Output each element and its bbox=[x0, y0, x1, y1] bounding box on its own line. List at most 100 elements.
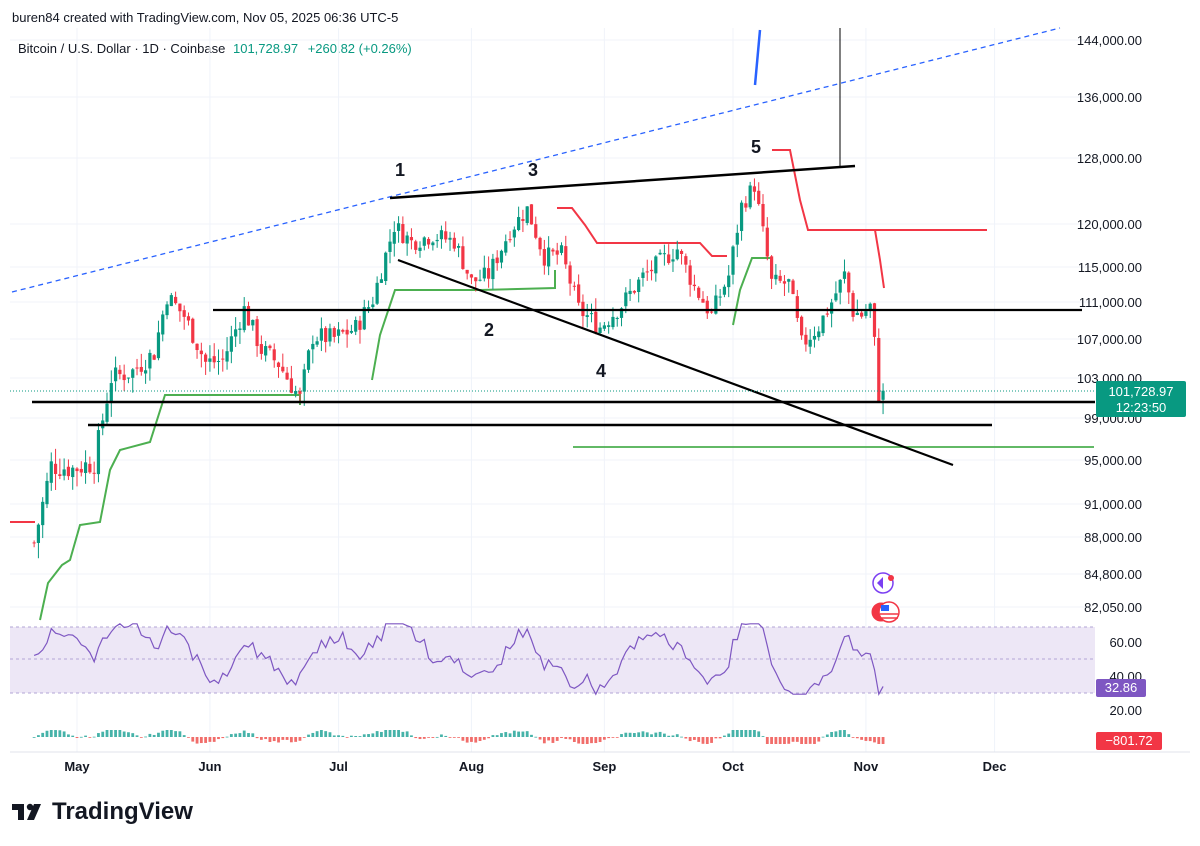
macd-bar bbox=[204, 737, 208, 743]
candle-body bbox=[757, 190, 761, 205]
macd-bar bbox=[264, 737, 268, 740]
macd-bar bbox=[474, 737, 478, 743]
symbol-legend[interactable]: Bitcoin / U.S. Dollar · 1D · Coinbase 10… bbox=[18, 41, 412, 56]
macd-bar bbox=[667, 735, 671, 737]
candle bbox=[529, 204, 534, 225]
candle-body bbox=[705, 300, 709, 314]
macd-bar bbox=[397, 730, 400, 737]
candle bbox=[688, 259, 692, 297]
candle bbox=[645, 259, 649, 281]
macd-bar bbox=[294, 737, 298, 742]
candle-body bbox=[654, 256, 658, 274]
candle bbox=[452, 232, 456, 252]
candle-body bbox=[456, 246, 461, 248]
macd-bar bbox=[843, 730, 846, 737]
supertrend-up-segment bbox=[371, 270, 556, 381]
candle bbox=[354, 316, 358, 336]
candle bbox=[229, 325, 233, 364]
candle bbox=[731, 245, 735, 285]
macd-bar bbox=[723, 735, 726, 737]
macd-bar bbox=[268, 737, 272, 742]
macd-bar bbox=[302, 737, 306, 738]
candle-body bbox=[499, 250, 504, 263]
macd-bar bbox=[834, 731, 838, 737]
candle-body bbox=[624, 292, 628, 307]
candle bbox=[607, 321, 611, 334]
candle-body bbox=[589, 313, 594, 315]
candle-body bbox=[268, 345, 272, 349]
candle-body bbox=[881, 390, 885, 400]
candle-body bbox=[272, 349, 276, 361]
candle-body bbox=[388, 241, 392, 252]
candle-body bbox=[396, 223, 401, 231]
candle-body bbox=[559, 245, 564, 253]
candle bbox=[131, 368, 135, 393]
macd-bar bbox=[560, 737, 563, 738]
macd-bar bbox=[607, 737, 611, 739]
macd-bar bbox=[705, 737, 709, 744]
candle-body bbox=[289, 378, 293, 393]
candle bbox=[328, 323, 332, 347]
candle bbox=[624, 287, 628, 314]
candlestick-series bbox=[32, 178, 885, 559]
candle bbox=[834, 281, 838, 302]
candle-body bbox=[675, 249, 679, 260]
macd-bar bbox=[345, 737, 349, 738]
macd-bar bbox=[92, 736, 96, 738]
month-tick-label: Jul bbox=[329, 759, 348, 774]
chart-drawings: 1 2 3 4 5 bbox=[10, 27, 1095, 467]
candle-body bbox=[847, 272, 851, 293]
candle-body bbox=[671, 259, 675, 262]
macd-bar bbox=[135, 735, 139, 737]
candle bbox=[752, 178, 757, 201]
macd-bar bbox=[482, 737, 486, 740]
macd-bar bbox=[572, 737, 576, 742]
candle bbox=[641, 267, 645, 287]
candle bbox=[118, 365, 122, 380]
candle bbox=[234, 317, 238, 347]
candle-body bbox=[32, 542, 36, 544]
macd-bar bbox=[242, 730, 246, 737]
candle bbox=[727, 265, 731, 298]
candle bbox=[324, 326, 328, 353]
macd-bar bbox=[277, 737, 280, 743]
candle bbox=[538, 236, 542, 256]
macd-bar bbox=[800, 737, 804, 744]
macd-bar bbox=[101, 731, 105, 737]
macd-bar bbox=[414, 737, 418, 739]
candle-body bbox=[469, 274, 474, 278]
macd-bar bbox=[748, 730, 752, 737]
candle bbox=[512, 226, 516, 247]
candle bbox=[804, 327, 808, 352]
macd-bar bbox=[530, 734, 533, 737]
candle bbox=[825, 307, 829, 318]
candle-body bbox=[495, 257, 499, 264]
candle bbox=[139, 353, 143, 376]
candle bbox=[216, 349, 221, 375]
macd-bar bbox=[727, 733, 731, 737]
macd-bar bbox=[358, 736, 362, 737]
macd-bar bbox=[79, 736, 83, 738]
candle-body bbox=[825, 313, 829, 315]
candle-body bbox=[735, 232, 739, 245]
macd-bar bbox=[174, 731, 178, 737]
candle-body bbox=[212, 356, 216, 363]
macd-bar bbox=[457, 737, 460, 738]
macd-bar bbox=[371, 733, 375, 737]
macd-bar bbox=[641, 731, 645, 737]
candle bbox=[135, 358, 139, 376]
candle bbox=[272, 343, 276, 368]
candle-body bbox=[739, 202, 744, 231]
macd-bar bbox=[187, 737, 190, 738]
candle-body bbox=[838, 279, 842, 293]
candle bbox=[654, 255, 658, 282]
candle bbox=[718, 288, 722, 306]
candle-body bbox=[234, 329, 238, 337]
candle bbox=[572, 281, 576, 291]
candle-body bbox=[349, 330, 354, 333]
price-tick-label: 111,000.00 bbox=[1079, 295, 1142, 310]
candle bbox=[585, 303, 589, 328]
candle-body bbox=[49, 461, 53, 483]
tradingview-logo[interactable]: TradingView bbox=[12, 798, 193, 826]
